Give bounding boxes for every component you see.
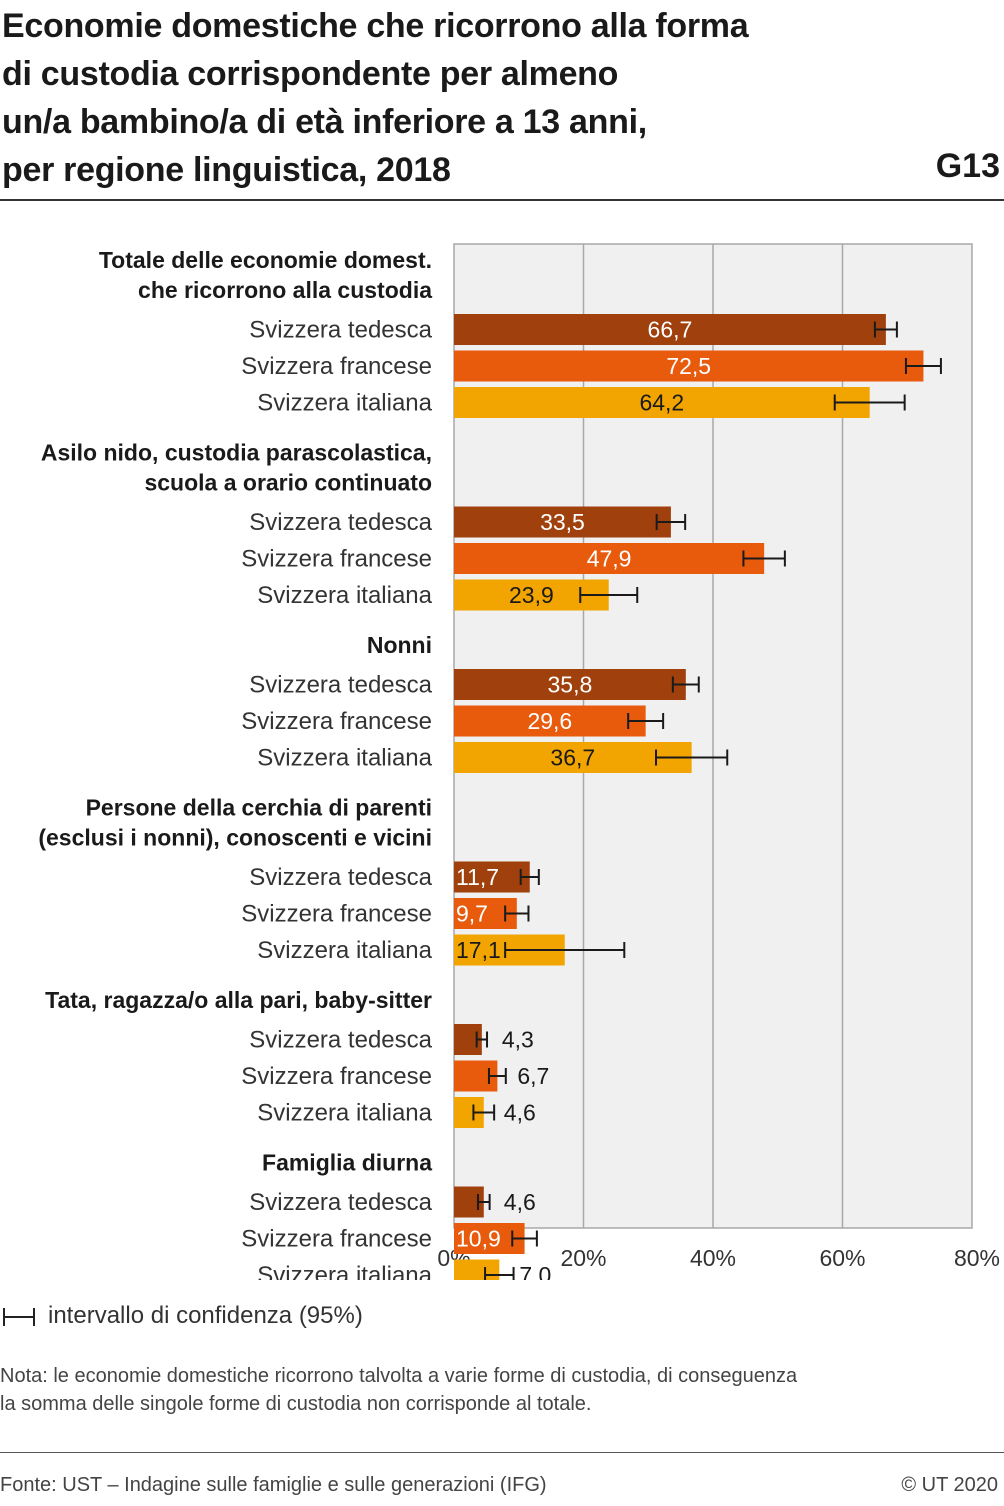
- value-label: 33,5: [540, 509, 585, 535]
- value-label: 29,6: [527, 708, 572, 734]
- bar: [454, 314, 886, 345]
- category-label: Svizzera tedesca: [249, 509, 432, 536]
- source-text: Fonte: UST – Indagine sulle famiglie e s…: [0, 1474, 547, 1496]
- legend-label: intervallo di confidenza (95%): [48, 1302, 363, 1329]
- value-label: 4,6: [504, 1100, 536, 1126]
- figure-code: G13: [935, 147, 1000, 185]
- category-label: Svizzera francese: [241, 901, 432, 928]
- category-label: Svizzera italiana: [257, 390, 432, 417]
- value-label: 36,7: [550, 745, 595, 771]
- value-label: 7,0: [519, 1262, 551, 1280]
- value-label: 72,5: [666, 353, 711, 379]
- value-label: 17,1: [456, 937, 501, 963]
- x-tick-label: 20%: [560, 1245, 606, 1271]
- value-label: 23,9: [509, 582, 554, 608]
- bar: [454, 506, 671, 538]
- value-label: 66,7: [648, 317, 693, 343]
- category-label: Svizzera francese: [241, 708, 432, 735]
- group-label: Totale delle economie domest.: [99, 247, 432, 273]
- category-label: Svizzera italiana: [257, 1262, 432, 1280]
- category-label: Svizzera tedesca: [249, 864, 432, 891]
- chart-note: Nota: le economie domestiche ricorrono t…: [0, 1365, 798, 1415]
- bottom-rule: [0, 1452, 1004, 1453]
- value-label: 9,7: [456, 901, 488, 927]
- group-label: (esclusi i nonni), conoscenti e vicini: [38, 825, 432, 851]
- x-tick-label: 40%: [690, 1245, 736, 1271]
- category-label: Svizzera italiana: [257, 937, 432, 964]
- bar: [454, 387, 870, 418]
- category-label: Svizzera tedesca: [249, 1027, 432, 1054]
- group-label: Persone della cerchia di parenti: [86, 795, 432, 821]
- category-label: Svizzera tedesca: [249, 317, 432, 344]
- confidence-interval-icon: [3, 1308, 35, 1326]
- group-label: scuola a orario continuato: [144, 470, 432, 496]
- group-label: che ricorrono alla custodia: [138, 277, 432, 303]
- category-label: Svizzera francese: [241, 1063, 432, 1090]
- top-rule: [0, 199, 1004, 201]
- value-label: 64,2: [639, 390, 684, 416]
- category-label: Svizzera francese: [241, 546, 432, 573]
- category-label: Svizzera francese: [241, 353, 432, 380]
- bar: [454, 543, 765, 574]
- bar-chart: 0% 20% 40% 60% 80%Totale delle economie dome…: [38, 243, 1000, 1280]
- value-label: 6,7: [517, 1063, 549, 1089]
- category-label: Svizzera tedesca: [249, 1189, 432, 1216]
- value-label: 4,3: [502, 1027, 534, 1053]
- group-label: Nonni: [367, 632, 432, 658]
- bar: [454, 861, 530, 893]
- category-label: Svizzera italiana: [257, 1100, 432, 1127]
- group-label: Tata, ragazza/o alla pari, baby-sitter: [45, 987, 432, 1013]
- bar: [454, 742, 692, 773]
- bar: [454, 1259, 500, 1280]
- value-label: 11,7: [456, 864, 499, 890]
- chart-title: Economie domestiche che ricorrono alla f…: [2, 7, 749, 189]
- copyright-text: © UT 2020: [901, 1474, 998, 1496]
- value-label: 47,9: [587, 546, 632, 572]
- bar: [454, 705, 646, 737]
- group-label: Asilo nido, custodia parascolastica,: [41, 440, 432, 466]
- x-tick-label: 80%: [954, 1245, 1000, 1271]
- category-label: Svizzera francese: [241, 1226, 432, 1253]
- value-label: 10,9: [456, 1226, 501, 1252]
- category-label: Svizzera italiana: [257, 582, 432, 609]
- bar: [454, 350, 924, 382]
- group-label: Famiglia diurna: [262, 1150, 432, 1176]
- bar: [454, 669, 686, 700]
- value-label: 35,8: [548, 672, 593, 698]
- category-label: Svizzera tedesca: [249, 672, 432, 699]
- category-label: Svizzera italiana: [257, 745, 432, 772]
- x-tick-label: 60%: [819, 1245, 865, 1271]
- value-label: 4,6: [504, 1189, 536, 1215]
